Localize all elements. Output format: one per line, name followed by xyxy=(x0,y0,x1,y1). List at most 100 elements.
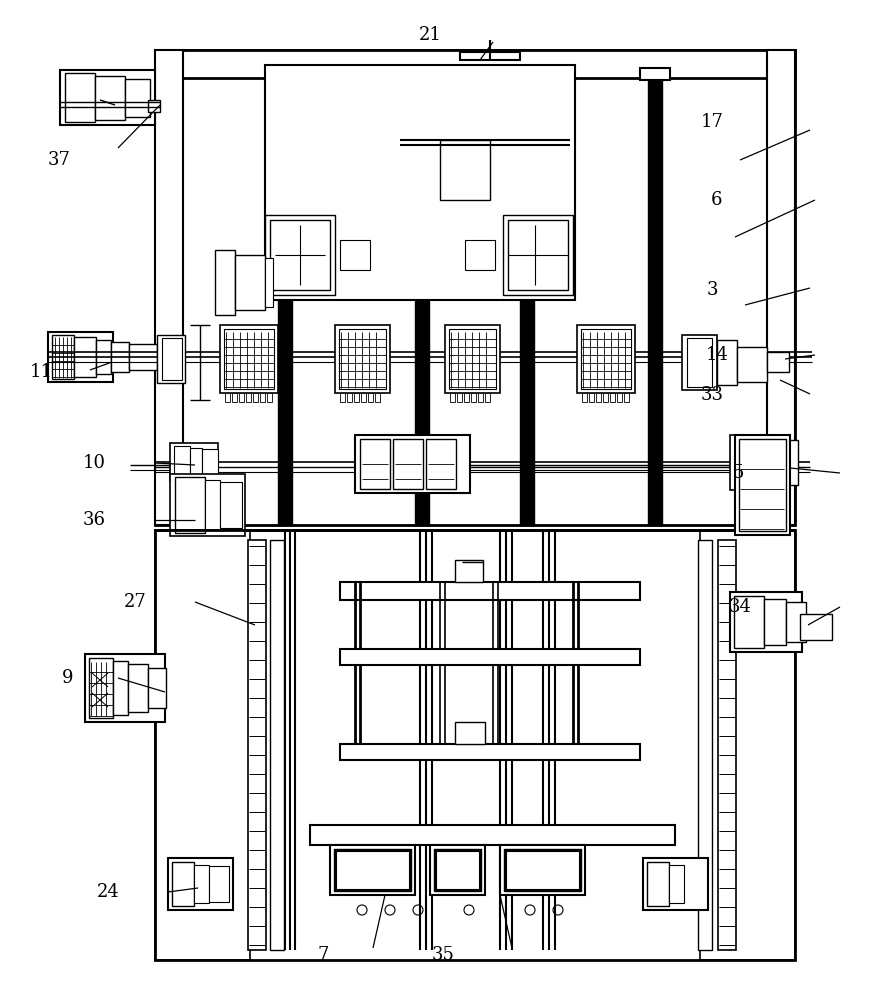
Bar xyxy=(155,530,795,960)
Bar xyxy=(800,614,832,640)
Bar xyxy=(330,845,415,895)
Bar xyxy=(253,393,258,402)
Bar xyxy=(735,435,790,535)
Bar xyxy=(340,240,370,270)
Bar xyxy=(336,851,409,889)
Bar xyxy=(128,664,148,712)
Bar xyxy=(335,325,390,393)
Bar xyxy=(360,439,390,489)
Bar xyxy=(506,851,579,889)
Bar xyxy=(265,65,575,300)
Bar xyxy=(430,845,485,895)
Bar xyxy=(415,78,429,525)
Text: 3: 3 xyxy=(706,281,719,299)
Bar xyxy=(155,530,250,960)
Bar xyxy=(687,338,712,387)
Bar xyxy=(735,439,773,487)
Bar xyxy=(340,582,640,600)
Circle shape xyxy=(226,889,232,895)
Bar xyxy=(65,73,95,122)
Bar xyxy=(260,393,265,402)
Bar xyxy=(682,335,717,390)
Bar xyxy=(340,649,640,665)
Bar xyxy=(340,393,345,402)
Text: 6: 6 xyxy=(711,191,723,209)
Bar xyxy=(734,596,764,648)
Bar xyxy=(647,862,669,906)
Bar xyxy=(361,393,366,402)
Bar xyxy=(278,78,292,525)
Bar xyxy=(767,352,789,372)
Bar xyxy=(339,329,386,389)
Bar xyxy=(500,845,585,895)
Bar xyxy=(96,340,111,374)
Bar xyxy=(737,347,767,382)
Bar xyxy=(60,70,155,125)
Bar xyxy=(209,866,229,902)
Circle shape xyxy=(701,889,707,895)
Bar xyxy=(718,540,736,950)
Bar xyxy=(786,602,806,642)
Text: 17: 17 xyxy=(701,113,724,131)
Bar xyxy=(460,52,520,60)
Bar xyxy=(450,393,455,402)
Text: 14: 14 xyxy=(706,346,728,364)
Bar xyxy=(248,540,266,950)
Bar xyxy=(267,393,272,402)
Bar xyxy=(624,393,629,402)
Bar xyxy=(407,68,437,80)
Text: 5: 5 xyxy=(733,464,745,482)
Text: 10: 10 xyxy=(83,454,105,472)
Bar xyxy=(355,435,470,493)
Bar xyxy=(310,825,675,845)
Bar xyxy=(603,393,608,402)
Bar xyxy=(232,393,237,402)
Bar xyxy=(445,325,500,393)
Text: 27: 27 xyxy=(123,593,146,611)
Bar xyxy=(347,393,352,402)
Bar xyxy=(157,335,185,383)
Text: 35: 35 xyxy=(432,946,454,964)
Bar xyxy=(265,215,335,295)
Bar xyxy=(464,393,469,402)
Bar xyxy=(334,849,411,891)
Bar xyxy=(270,68,300,80)
Bar xyxy=(205,480,220,530)
Circle shape xyxy=(687,889,693,895)
Bar xyxy=(512,68,542,80)
Bar xyxy=(246,393,251,402)
Bar xyxy=(393,439,423,489)
Bar xyxy=(581,329,631,389)
Bar xyxy=(582,393,587,402)
Circle shape xyxy=(212,889,218,895)
Bar xyxy=(764,599,786,645)
Bar xyxy=(162,338,182,380)
Bar xyxy=(215,250,235,315)
Bar xyxy=(270,540,284,950)
Bar xyxy=(730,592,802,652)
Bar xyxy=(375,393,380,402)
Bar xyxy=(148,668,166,708)
Bar xyxy=(485,393,490,402)
Bar xyxy=(739,439,786,531)
Text: 21: 21 xyxy=(419,26,441,44)
Bar xyxy=(235,255,265,310)
Bar xyxy=(465,240,495,270)
Bar xyxy=(640,68,670,80)
Bar xyxy=(436,851,479,889)
Bar xyxy=(340,744,640,760)
Bar xyxy=(354,393,359,402)
Text: 7: 7 xyxy=(317,946,329,964)
Text: 9: 9 xyxy=(62,669,74,687)
Bar xyxy=(270,220,330,290)
Bar xyxy=(172,862,194,906)
Bar xyxy=(478,393,483,402)
Bar xyxy=(717,340,737,385)
Bar xyxy=(148,100,160,112)
Bar xyxy=(202,449,218,475)
Bar xyxy=(669,865,684,903)
Bar xyxy=(89,658,113,718)
Text: 24: 24 xyxy=(97,883,120,901)
Bar xyxy=(648,78,662,525)
Bar xyxy=(113,661,128,715)
